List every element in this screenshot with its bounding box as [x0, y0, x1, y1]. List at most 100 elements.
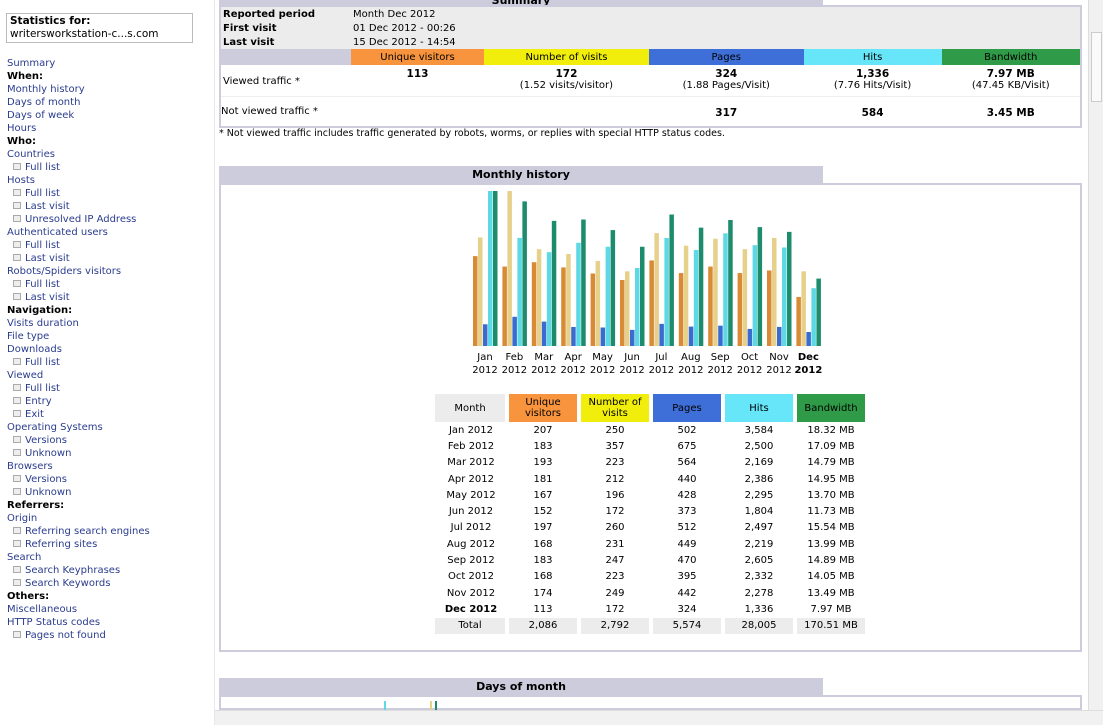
sidebar-link[interactable]: Last visit — [25, 201, 70, 212]
sidebar-link[interactable]: Search — [7, 552, 42, 563]
month-label: Oct 2012 — [735, 351, 765, 377]
sidebar-link[interactable]: Pages not found — [25, 630, 106, 641]
chart-bar-hits — [723, 233, 728, 346]
table-cell: 502 — [677, 424, 697, 436]
sidebar-link[interactable]: Search Keywords — [25, 578, 111, 589]
table-cell: 13.49 MB — [807, 587, 855, 599]
sidebar-link[interactable]: Full list — [25, 279, 60, 290]
chart-bar-number-of-visits — [478, 237, 483, 346]
not-viewed-main: 317 — [715, 106, 738, 119]
month-name: Oct — [740, 352, 759, 363]
sidebar-link[interactable]: Countries — [7, 149, 55, 160]
month-name: Jan — [477, 352, 493, 363]
table-cell: 2,605 — [744, 555, 774, 567]
table-cell: 17.09 MB — [807, 440, 855, 452]
nav-section-heading: Navigation: — [7, 305, 73, 316]
sidebar-link[interactable]: HTTP Status codes — [7, 617, 101, 628]
chart-bar — [384, 701, 386, 710]
table-cell: 512 — [677, 522, 697, 534]
scroll-thumb[interactable] — [1091, 32, 1102, 102]
sidebar-link[interactable]: Browsers — [7, 461, 53, 472]
chart-bar-bandwidth-mb- — [522, 201, 527, 346]
sidebar-link[interactable]: Full list — [25, 162, 60, 173]
sidebar-link[interactable]: Summary — [7, 58, 56, 69]
table-cell: 172 — [605, 506, 625, 518]
chart-bar-pages — [600, 327, 606, 346]
month-year: 2012 — [678, 365, 704, 376]
vertical-scrollbar[interactable] — [1088, 0, 1103, 710]
not-viewed-value: 317 — [649, 96, 804, 126]
subitem-icon — [13, 189, 21, 196]
table-cell: 14.95 MB — [807, 473, 855, 485]
table-cell: 13.70 MB — [807, 489, 855, 501]
table-cell: May 2012 — [446, 489, 496, 501]
sidebar-item: Full list — [7, 187, 150, 200]
sidebar-link[interactable]: Versions — [25, 474, 67, 485]
sidebar-link[interactable]: Versions — [25, 435, 67, 446]
table-row: Jun 2012 152 172 373 1,804 11.73 MB — [435, 503, 867, 519]
site-name: writersworkstation-c...s.com — [10, 28, 159, 40]
sidebar-link[interactable]: Visits duration — [7, 318, 79, 329]
table-cell: Sep 2012 — [447, 555, 495, 567]
table-cell: 13.99 MB — [807, 538, 855, 550]
sidebar-link[interactable]: Viewed — [7, 370, 44, 381]
month-year: 2012 — [619, 365, 645, 376]
table-row: Sep 2012 183 247 470 2,605 14.89 MB — [435, 552, 867, 568]
sidebar-link[interactable]: Hosts — [7, 175, 35, 186]
last-visit: 15 Dec 2012 - 14:54 — [351, 35, 1080, 49]
month-label: Jul 2012 — [646, 351, 676, 377]
sidebar-link[interactable]: Downloads — [7, 344, 62, 355]
chart-bar-unique-visitors — [796, 296, 801, 346]
sidebar-link[interactable]: Days of week — [7, 110, 75, 121]
chart-bar-pages — [806, 331, 811, 346]
sidebar-link[interactable]: Miscellaneous — [7, 604, 78, 615]
chart-bar-unique-visitors — [502, 266, 507, 346]
sidebar-item: Full list — [7, 382, 150, 395]
sidebar-link[interactable]: Unresolved IP Address — [25, 214, 137, 225]
sidebar-link[interactable]: Last visit — [25, 292, 70, 303]
sidebar-link[interactable]: Unknown — [25, 487, 72, 498]
sidebar-link[interactable]: Full list — [25, 188, 60, 199]
viewed-ratio: (47.45 KB/Visit) — [971, 80, 1050, 91]
sidebar-link[interactable]: Monthly history — [7, 84, 85, 95]
sidebar-link[interactable]: File type — [7, 331, 50, 342]
monthly-chart — [473, 191, 821, 346]
chart-bar-number-of-visits — [713, 238, 718, 346]
nav-section-heading: When: — [7, 71, 44, 82]
sidebar-link[interactable]: Search Keyphrases — [25, 565, 121, 576]
sidebar-item: Unknown — [7, 486, 150, 499]
table-cell: 1,804 — [744, 506, 774, 518]
sidebar-link[interactable]: Unknown — [25, 448, 72, 459]
sidebar-link[interactable]: Referring search engines — [25, 526, 150, 537]
subitem-icon — [13, 241, 21, 248]
sidebar-item: File type — [7, 330, 150, 343]
table-cell: 18.32 MB — [807, 424, 855, 436]
table-cell: 2,386 — [744, 473, 774, 485]
sidebar-link[interactable]: Authenticated users — [7, 227, 108, 238]
table-cell: 168 — [533, 538, 553, 550]
viewed-value: 1,336 (7.76 Hits/Visit) — [804, 65, 942, 96]
sidebar-link[interactable]: Last visit — [25, 253, 70, 264]
table-cell: 212 — [605, 473, 625, 485]
sidebar-link[interactable]: Origin — [7, 513, 38, 524]
table-cell: 172 — [605, 603, 625, 615]
chart-bar-hits — [517, 237, 522, 346]
table-cell: Jan 2012 — [448, 424, 494, 436]
horizontal-scrollbar[interactable] — [215, 710, 1103, 725]
sidebar-link[interactable]: Hours — [7, 123, 37, 134]
subitem-icon — [13, 579, 21, 586]
sidebar-link[interactable]: Robots/Spiders visitors — [7, 266, 122, 277]
sidebar-link[interactable]: Full list — [25, 383, 60, 394]
sidebar-link[interactable]: Full list — [25, 240, 60, 251]
sidebar-link[interactable]: Full list — [25, 357, 60, 368]
table-cell: 324 — [677, 603, 697, 615]
sidebar-link[interactable]: Entry — [25, 396, 52, 407]
month-name: Mar — [534, 352, 554, 363]
sidebar-link[interactable]: Days of month — [7, 97, 81, 108]
sidebar-link[interactable]: Exit — [25, 409, 44, 420]
sidebar-link[interactable]: Referring sites — [25, 539, 98, 550]
sidebar-link[interactable]: Operating Systems — [7, 422, 103, 433]
chart-bar — [435, 701, 437, 710]
chart-bar-pages — [512, 316, 517, 346]
month-label: Jun 2012 — [617, 351, 647, 377]
